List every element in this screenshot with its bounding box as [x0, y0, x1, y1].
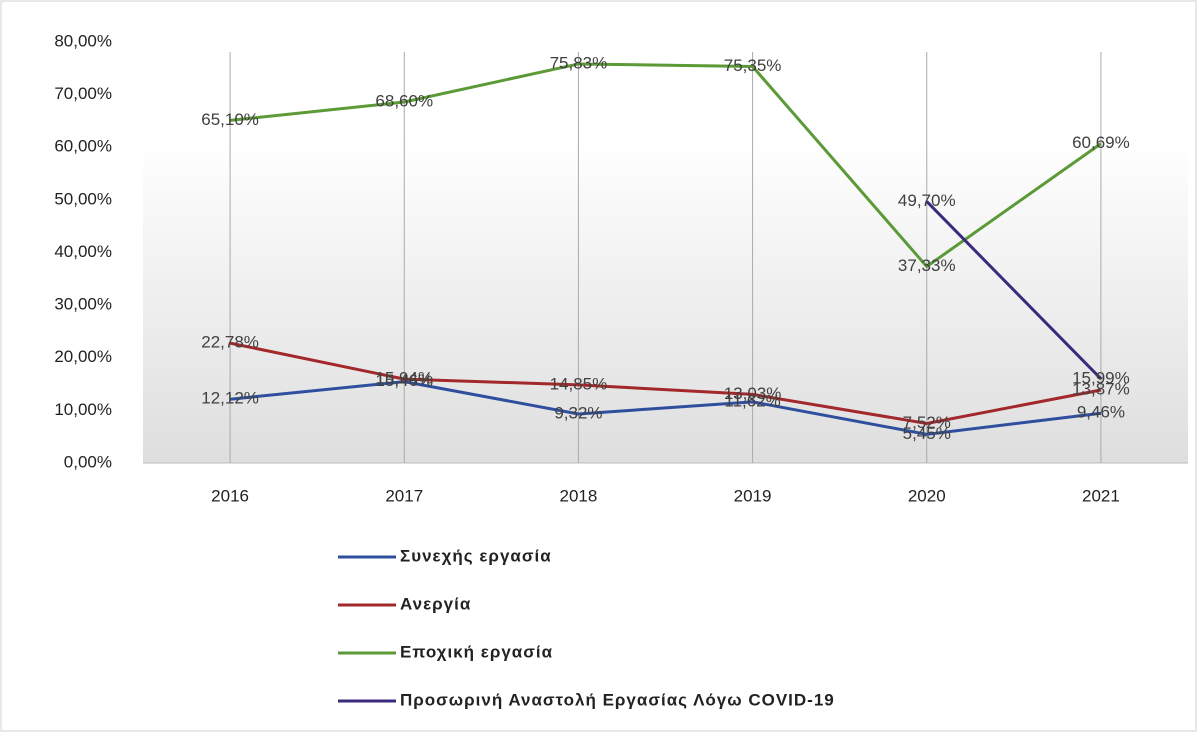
legend-label: Ανεργία — [400, 594, 471, 613]
data-label: 7,52% — [903, 413, 951, 432]
y-tick-label: 60,00% — [54, 137, 112, 156]
x-tick-label: 2021 — [1082, 486, 1120, 505]
series-line — [925, 200, 1102, 380]
y-tick-label: 20,00% — [54, 347, 112, 366]
data-label: 5,45% — [903, 424, 951, 443]
data-label: 14,85% — [550, 374, 608, 393]
data-label: 13,03% — [724, 384, 782, 403]
x-tick-label: 2019 — [734, 486, 772, 505]
x-tick-label: 2017 — [385, 486, 423, 505]
data-label: 9,46% — [1077, 403, 1125, 422]
data-label: 75,35% — [724, 56, 782, 75]
data-label: 15,94% — [375, 369, 433, 388]
data-label: 49,70% — [898, 191, 956, 210]
series-line — [229, 341, 1102, 425]
data-label: 15,99% — [1072, 368, 1130, 387]
y-tick-label: 50,00% — [54, 189, 112, 208]
data-label: 22,78% — [201, 333, 259, 352]
y-tick-label: 70,00% — [54, 84, 112, 103]
legend-label: Συνεχής εργασία — [400, 546, 552, 565]
data-label: 60,69% — [1072, 133, 1130, 152]
x-tick-label: 2016 — [211, 486, 249, 505]
plot-background — [143, 140, 1188, 463]
data-label: 12,12% — [201, 389, 259, 408]
data-label: 15,46% — [375, 371, 433, 390]
y-tick-label: 30,00% — [54, 295, 112, 314]
legend-label: Εποχική εργασία — [400, 642, 553, 661]
data-label: 13,87% — [1072, 379, 1130, 398]
data-label: 68,60% — [375, 91, 433, 110]
y-tick-label: 0,00% — [64, 452, 112, 471]
y-tick-label: 80,00% — [54, 31, 112, 50]
y-tick-label: 10,00% — [54, 400, 112, 419]
data-label: 9,32% — [554, 403, 602, 422]
x-tick-label: 2020 — [908, 486, 946, 505]
x-tick-label: 2018 — [560, 486, 598, 505]
data-label: 75,83% — [550, 53, 608, 72]
series-line — [229, 380, 1102, 436]
data-label: 11,62% — [724, 391, 780, 410]
y-tick-label: 40,00% — [54, 242, 112, 261]
data-label: 65,10% — [201, 110, 259, 129]
data-label: 37,33% — [898, 256, 956, 275]
legend-label: Προσωρινή Αναστολή Εργασίας Λόγω COVID-1… — [400, 690, 835, 709]
series-line — [229, 62, 1102, 269]
